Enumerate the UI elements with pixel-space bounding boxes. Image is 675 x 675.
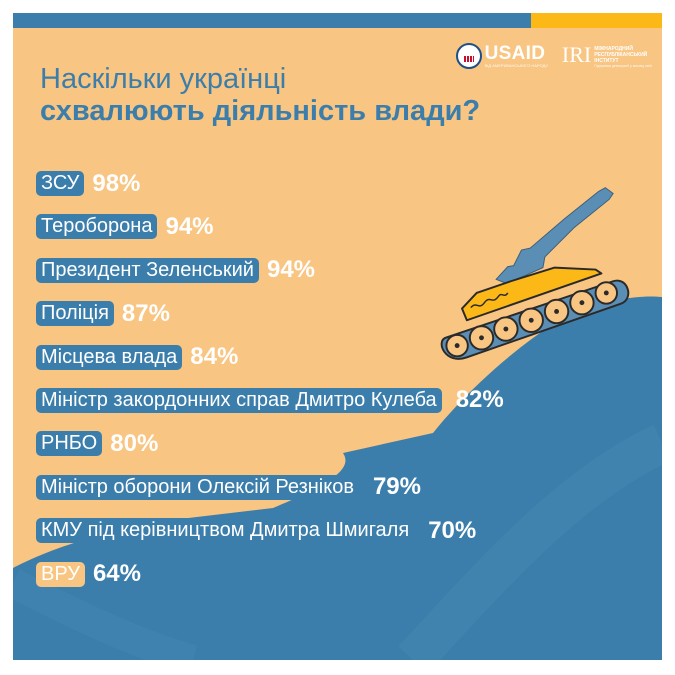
iri-logo: IRI МІЖНАРОДНИЙ РЕСПУБЛІКАНСЬКИЙ ІНСТИТУ… xyxy=(561,41,652,69)
iri-line1: МІЖНАРОДНИЙ xyxy=(594,45,633,52)
list-item: ЗСУ 98% xyxy=(36,169,504,198)
usaid-name: USAID xyxy=(484,43,546,64)
item-label: Міністр оборони Олексій Резніков xyxy=(36,474,359,500)
infographic-panel: USAID ВІД АМЕРИКАНСЬКОГО НАРОДУ IRI МІЖН… xyxy=(13,13,662,660)
iri-name: IRI xyxy=(561,41,592,67)
item-value: 79% xyxy=(372,473,421,501)
list-item: Міністр оборони Олексій Резніков 79% xyxy=(36,473,504,502)
item-value: 64% xyxy=(92,560,141,588)
item-label: Міністр закордонних справ Дмитро Кулеба xyxy=(36,387,442,413)
iri-line2: РЕСПУБЛІКАНСЬКИЙ xyxy=(594,51,648,58)
approval-list: ЗСУ 98% Тероборона 94% Президент Зеленсь… xyxy=(36,169,504,603)
iri-line3: ІНСТИТУТ xyxy=(594,57,619,64)
title-line2: схвалюють діяльність влади? xyxy=(40,95,481,127)
item-label: Поліція xyxy=(36,301,114,327)
tank-icon xyxy=(440,187,630,360)
list-item: Поліція 87% xyxy=(36,299,504,328)
item-value: 82% xyxy=(455,386,504,414)
list-item: Міністр закордонних справ Дмитро Кулеба … xyxy=(36,386,504,415)
item-value: 94% xyxy=(165,212,214,240)
usaid-tagline: ВІД АМЕРИКАНСЬКОГО НАРОДУ xyxy=(484,63,548,68)
item-label: ЗСУ xyxy=(36,171,85,196)
list-item: Тероборона 94% xyxy=(36,212,504,241)
usaid-seal-icon xyxy=(455,43,482,69)
title-line1: Наскільки українці xyxy=(40,63,287,95)
top-bar-yellow xyxy=(531,13,662,28)
item-label: РНБО xyxy=(36,431,103,457)
item-label: Тероборона xyxy=(36,214,158,240)
list-item: Президент Зеленський 94% xyxy=(36,256,504,285)
item-value: 94% xyxy=(266,256,316,284)
top-bar-blue xyxy=(13,13,531,28)
partner-logos: USAID ВІД АМЕРИКАНСЬКОГО НАРОДУ IRI МІЖН… xyxy=(455,39,652,73)
list-item: КМУ під керівництвом Дмитра Шмигаля 70% xyxy=(36,516,504,545)
list-item: Місцева влада 84% xyxy=(36,343,504,372)
list-item: ВРУ 64% xyxy=(36,560,504,589)
item-value: 87% xyxy=(121,299,170,327)
item-value: 70% xyxy=(428,516,477,544)
usaid-logo: USAID ВІД АМЕРИКАНСЬКОГО НАРОДУ xyxy=(455,43,548,69)
item-label: ВРУ xyxy=(36,561,85,587)
item-label: Президент Зеленський xyxy=(36,257,259,283)
item-value: 84% xyxy=(190,343,239,371)
item-label: КМУ під керівництвом Дмитра Шмигаля xyxy=(36,518,415,544)
iri-tagline: Підтримка демократії у всьому світі xyxy=(594,63,652,68)
item-label: Місцева влада xyxy=(36,344,183,370)
page-title: Наскільки українці схвалюють діяльність … xyxy=(40,63,480,127)
list-item: РНБО 80% xyxy=(36,429,504,458)
item-value: 98% xyxy=(92,169,141,197)
item-value: 80% xyxy=(110,429,159,457)
